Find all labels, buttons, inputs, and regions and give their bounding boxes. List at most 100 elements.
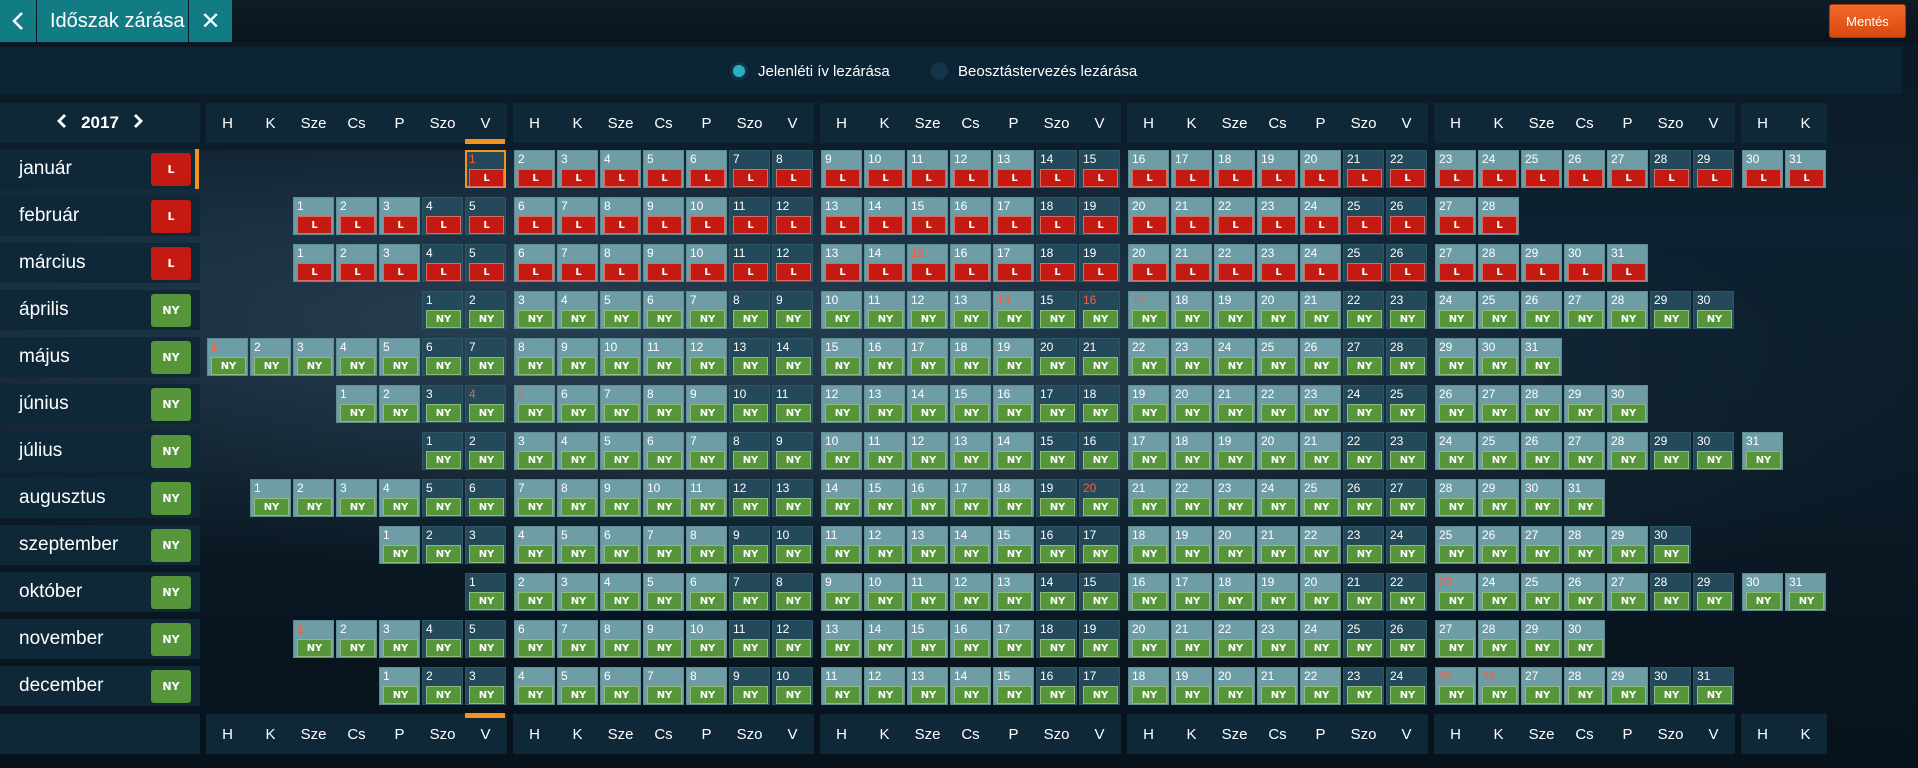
day-cell[interactable]: 29 NY	[1478, 479, 1519, 517]
day-cell[interactable]: 30 NY	[1693, 291, 1734, 329]
day-cell[interactable]: 29 L	[1521, 244, 1562, 282]
attendance-close-option[interactable]: Jelenléti ív lezárása	[728, 58, 890, 84]
day-cell[interactable]: 18 NY	[1128, 667, 1169, 705]
day-cell[interactable]: 21 NY	[1257, 526, 1298, 564]
month-row-május[interactable]: május NY	[0, 337, 200, 377]
day-cell[interactable]: 29 NY	[1650, 432, 1691, 470]
day-cell[interactable]: 20 NY	[1171, 385, 1212, 423]
day-cell[interactable]: 22 NY	[1171, 479, 1212, 517]
day-cell[interactable]: 21 NY	[1079, 338, 1120, 376]
day-cell[interactable]: 31 NY	[1564, 479, 1605, 517]
day-cell[interactable]: 15 NY	[993, 667, 1034, 705]
day-cell[interactable]: 17 NY	[950, 479, 991, 517]
day-cell[interactable]: 31 NY	[1693, 667, 1734, 705]
month-status-badge[interactable]: NY	[151, 528, 191, 562]
day-cell[interactable]: 19 L	[1079, 197, 1120, 235]
day-cell[interactable]: 6 NY	[643, 291, 684, 329]
day-cell[interactable]: 25 NY	[1257, 338, 1298, 376]
day-cell[interactable]: 12 NY	[907, 432, 948, 470]
day-cell[interactable]: 23 NY	[1257, 620, 1298, 658]
day-cell[interactable]: 9 NY	[772, 291, 813, 329]
day-cell[interactable]: 19 NY	[993, 338, 1034, 376]
month-status-badge[interactable]: NY	[151, 387, 191, 421]
day-cell[interactable]: 10 NY	[686, 620, 727, 658]
day-cell[interactable]: 24 NY	[1478, 573, 1519, 611]
day-cell[interactable]: 15 NY	[907, 620, 948, 658]
day-cell[interactable]: 29 NY	[1607, 526, 1648, 564]
day-cell[interactable]: 27 NY	[1386, 479, 1427, 517]
day-cell[interactable]: 3 NY	[465, 526, 506, 564]
day-cell[interactable]: 27 NY	[1521, 667, 1562, 705]
day-cell[interactable]: 7 NY	[514, 479, 555, 517]
month-status-badge[interactable]: NY	[151, 434, 191, 468]
day-cell[interactable]: 22 L	[1386, 150, 1427, 188]
day-cell[interactable]: 20 NY	[1214, 526, 1255, 564]
day-cell[interactable]: 22 NY	[1128, 338, 1169, 376]
day-cell[interactable]: 18 L	[1036, 244, 1077, 282]
day-cell[interactable]: 21 NY	[1300, 291, 1341, 329]
day-cell[interactable]: 27 NY	[1343, 338, 1384, 376]
day-cell[interactable]: 6 NY	[643, 432, 684, 470]
day-cell[interactable]: 16 NY	[1079, 291, 1120, 329]
day-cell[interactable]: 7 NY	[600, 385, 641, 423]
day-cell[interactable]: 30 NY	[1478, 338, 1519, 376]
month-row-október[interactable]: október NY	[0, 572, 200, 612]
day-cell[interactable]: 5 NY	[379, 338, 420, 376]
day-cell[interactable]: 3 NY	[465, 667, 506, 705]
day-cell[interactable]: 2 NY	[422, 526, 463, 564]
day-cell[interactable]: 30 L	[1564, 244, 1605, 282]
day-cell[interactable]: 28 NY	[1564, 667, 1605, 705]
day-cell[interactable]: 16 NY	[1079, 432, 1120, 470]
day-cell[interactable]: 4 NY	[465, 385, 506, 423]
day-cell[interactable]: 23 NY	[1300, 385, 1341, 423]
day-cell[interactable]: 14 NY	[821, 479, 862, 517]
day-cell[interactable]: 22 NY	[1214, 620, 1255, 658]
day-cell[interactable]: 25 NY	[1435, 667, 1476, 705]
day-cell[interactable]: 17 NY	[1079, 526, 1120, 564]
day-cell[interactable]: 23 NY	[1386, 432, 1427, 470]
day-cell[interactable]: 14 L	[864, 197, 905, 235]
day-cell[interactable]: 30 NY	[1650, 526, 1691, 564]
day-cell[interactable]: 10 L	[686, 244, 727, 282]
day-cell[interactable]: 16 NY	[1036, 667, 1077, 705]
day-cell[interactable]: 6 NY	[465, 479, 506, 517]
day-cell[interactable]: 28 L	[1478, 244, 1519, 282]
day-cell[interactable]: 31 L	[1607, 244, 1648, 282]
day-cell[interactable]: 5 NY	[600, 432, 641, 470]
day-cell[interactable]: 1 NY	[336, 385, 377, 423]
day-cell[interactable]: 25 NY	[1343, 620, 1384, 658]
day-cell[interactable]: 7 NY	[557, 620, 598, 658]
day-cell[interactable]: 13 NY	[950, 432, 991, 470]
day-cell[interactable]: 12 NY	[772, 620, 813, 658]
day-cell[interactable]: 16 NY	[993, 385, 1034, 423]
day-cell[interactable]: 18 L	[1214, 150, 1255, 188]
day-cell[interactable]: 24 L	[1300, 244, 1341, 282]
day-cell[interactable]: 26 NY	[1300, 338, 1341, 376]
day-cell[interactable]: 14 NY	[950, 526, 991, 564]
day-cell[interactable]: 25 NY	[1386, 385, 1427, 423]
day-cell[interactable]: 12 NY	[729, 479, 770, 517]
day-cell[interactable]: 22 NY	[1343, 291, 1384, 329]
day-cell[interactable]: 31 NY	[1785, 573, 1826, 611]
day-cell[interactable]: 9 NY	[557, 338, 598, 376]
day-cell[interactable]: 12 L	[772, 244, 813, 282]
day-cell[interactable]: 19 NY	[1171, 667, 1212, 705]
day-cell[interactable]: 24 NY	[1257, 479, 1298, 517]
day-cell[interactable]: 2 NY	[465, 432, 506, 470]
day-cell[interactable]: 13 NY	[864, 385, 905, 423]
day-cell[interactable]: 9 NY	[821, 573, 862, 611]
day-cell[interactable]: 26 NY	[1435, 385, 1476, 423]
day-cell[interactable]: 29 NY	[1693, 573, 1734, 611]
day-cell[interactable]: 25 NY	[1300, 479, 1341, 517]
day-cell[interactable]: 5 NY	[557, 667, 598, 705]
